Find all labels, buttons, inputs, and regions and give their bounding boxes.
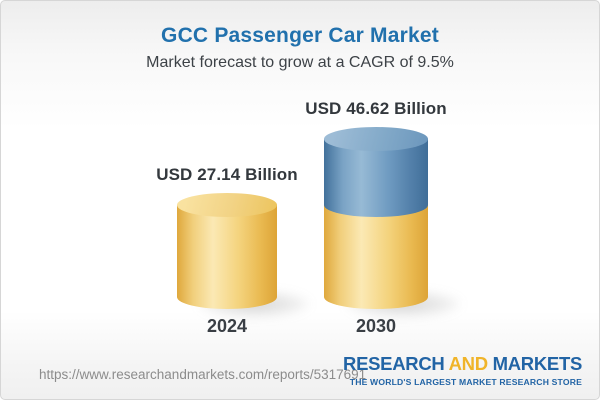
- logo-tagline: THE WORLD'S LARGEST MARKET RESEARCH STOR…: [349, 376, 582, 387]
- cylinder-top-2024: [177, 193, 277, 218]
- logo-research: RESEARCH: [343, 353, 445, 374]
- cylinder-segment-2030-base: [324, 205, 428, 309]
- bar-value-label: USD 27.14 Billion: [156, 165, 298, 185]
- cylinder-segment-2024-base: [177, 205, 277, 309]
- brand-logo: RESEARCH AND MARKETS THE WORLD'S LARGEST…: [343, 353, 583, 387]
- page-subtitle: Market forecast to grow at a CAGR of 9.5…: [146, 54, 454, 71]
- bar-year-label: 2024: [206, 316, 248, 336]
- logo-markets: MARKETS: [492, 353, 583, 374]
- bar-year-label: 2030: [355, 316, 397, 336]
- logo-wordmark: RESEARCH AND MARKETS: [343, 353, 583, 374]
- bar-value-label: USD 46.62 Billion: [305, 99, 447, 118]
- cylinder-segment-2030-growth: [324, 139, 428, 218]
- page-title: GCC Passenger Car Market: [161, 24, 439, 47]
- logo-and: AND: [448, 353, 488, 374]
- report-url: https://www.researchandmarkets.com/repor…: [39, 367, 367, 382]
- cylinder-top-2030: [324, 127, 428, 151]
